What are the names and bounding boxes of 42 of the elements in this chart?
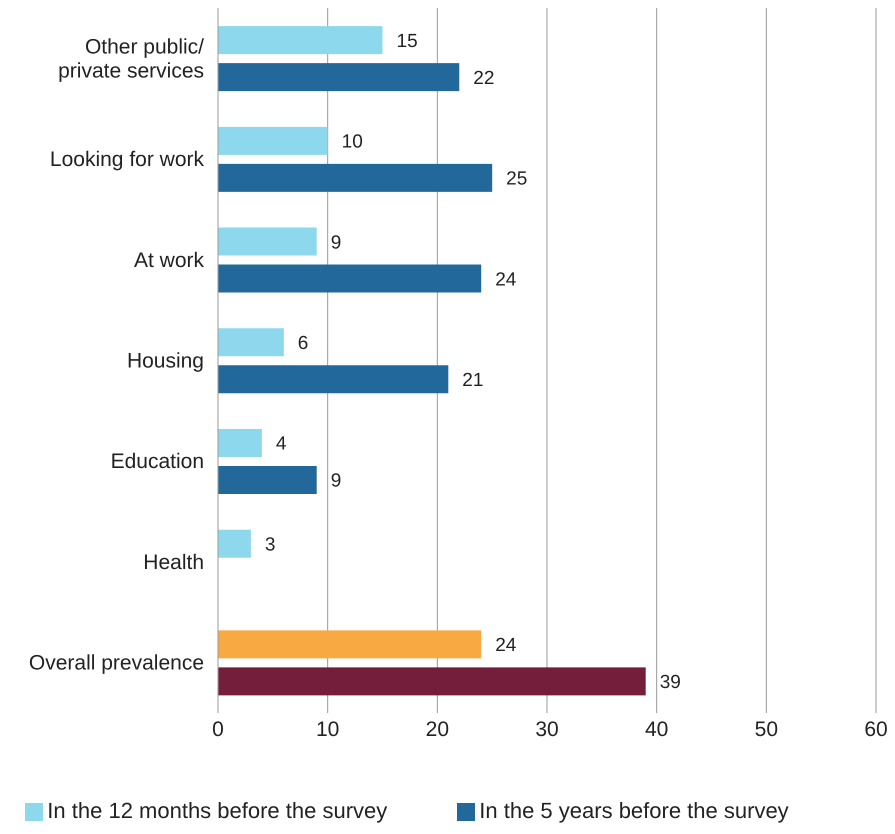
bar xyxy=(218,365,448,394)
bar xyxy=(218,328,284,356)
x-tick-label: 0 xyxy=(212,718,224,741)
legend-label: In the 5 years before the survey xyxy=(479,798,789,823)
data-label: 3 xyxy=(264,534,276,556)
y-tick-label: Looking for work xyxy=(50,148,204,171)
data-label: 25 xyxy=(506,168,528,190)
x-tick-label: 20 xyxy=(426,718,450,741)
x-tick-label: 40 xyxy=(644,718,668,741)
data-label: 39 xyxy=(660,672,681,694)
y-tick-label: Overall prevalence xyxy=(28,651,204,674)
bar xyxy=(218,264,482,293)
y-tick-label: Housing xyxy=(126,349,204,372)
bar xyxy=(218,466,317,494)
data-label: 24 xyxy=(495,635,517,656)
bar xyxy=(218,630,482,658)
data-label: 21 xyxy=(462,370,484,392)
y-tick-label: At work xyxy=(134,248,204,272)
y-tick-label: Other public/ private services xyxy=(58,34,204,82)
bar xyxy=(218,126,328,155)
bar xyxy=(218,667,646,696)
data-label: 9 xyxy=(330,470,342,492)
bar xyxy=(218,530,251,558)
legend-label: In the 12 months before the survey xyxy=(47,798,388,823)
x-tick-label: 10 xyxy=(316,718,340,741)
bar xyxy=(218,428,262,457)
x-tick-label: 60 xyxy=(864,718,888,741)
x-tick-label: 30 xyxy=(535,718,559,741)
bar xyxy=(218,164,492,192)
data-label: 4 xyxy=(276,434,287,455)
data-label: 24 xyxy=(495,269,517,290)
y-tick-label: Health xyxy=(143,550,204,574)
bar xyxy=(218,63,460,92)
data-label: 6 xyxy=(298,333,308,354)
bar xyxy=(218,26,382,54)
data-label: 15 xyxy=(396,30,418,52)
y-tick-label: Education xyxy=(110,450,204,473)
data-label: 9 xyxy=(330,232,342,254)
x-tick-label: 50 xyxy=(754,718,778,741)
data-label: 22 xyxy=(473,68,494,89)
data-label: 10 xyxy=(342,132,363,153)
bar xyxy=(218,228,317,256)
